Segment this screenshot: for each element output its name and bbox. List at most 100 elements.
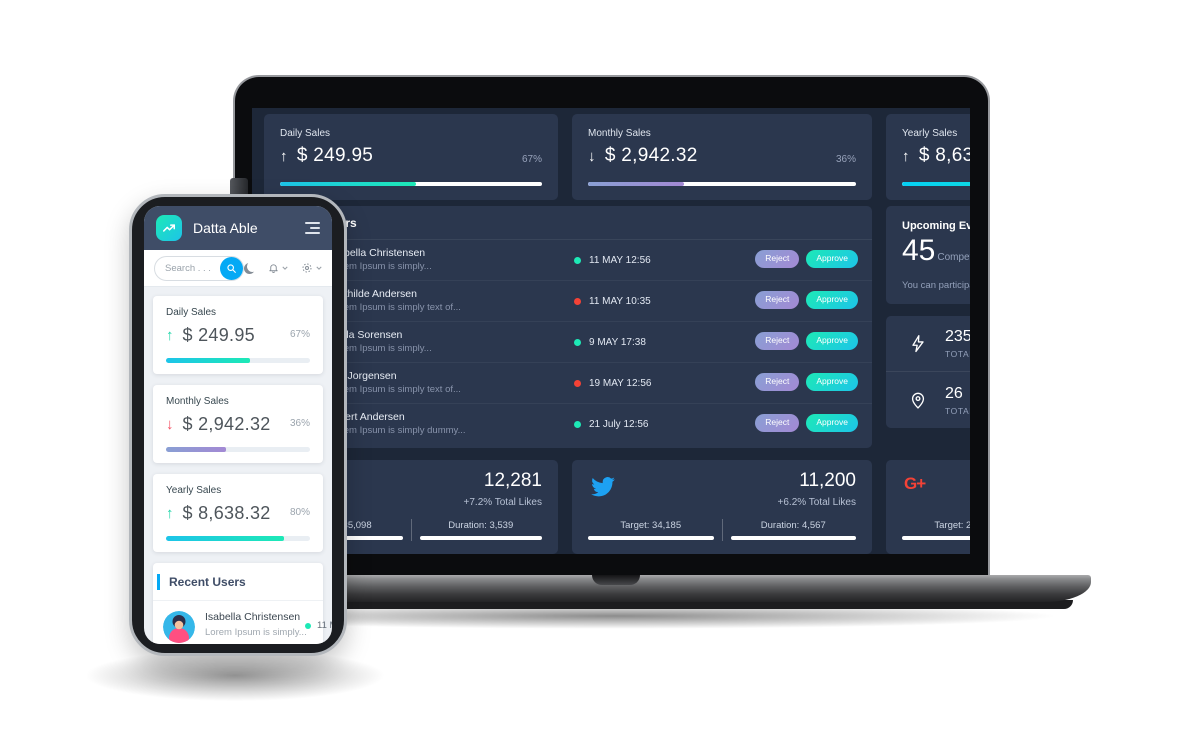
- approve-button[interactable]: Approve: [806, 291, 858, 309]
- divider: [410, 519, 412, 541]
- monthly-sales-card: Monthly Sales $ 2,942.32 36%: [572, 114, 872, 200]
- theme-toggle[interactable]: [244, 263, 255, 274]
- approve-button[interactable]: Approve: [806, 332, 858, 350]
- likes-number: 11,200: [799, 470, 856, 491]
- stats-card: 235 TOTAL IDEAS 26 TOTAL LOCATIONS: [886, 316, 970, 428]
- arrow-down-icon: [166, 416, 174, 433]
- card-value: $ 8,638.32: [918, 145, 970, 166]
- competitor-count: 45: [902, 234, 936, 267]
- card-title: Monthly Sales: [166, 396, 229, 407]
- laptop-base-notch: [592, 575, 640, 585]
- google-plus-card: G+ Target: 25,998: [886, 460, 970, 554]
- app-title: Datta Able: [193, 220, 258, 236]
- row-date: 11 MAY 12:56: [589, 255, 651, 266]
- lightning-icon: [912, 334, 924, 352]
- progress-fill: [166, 536, 285, 541]
- approve-button[interactable]: Approve: [806, 250, 858, 268]
- card-value: $ 249.95: [296, 145, 374, 166]
- reject-button[interactable]: Reject: [755, 250, 800, 268]
- phone-frame: Datta Able: [129, 194, 347, 656]
- card-title: Monthly Sales: [588, 128, 651, 139]
- stat-row-locations: 26 TOTAL LOCATIONS: [886, 372, 970, 428]
- chevron-down-icon: [282, 266, 288, 270]
- duration-progress-bar: [419, 536, 542, 540]
- moon-icon: [244, 263, 255, 274]
- user-name: Isabella Christensen: [330, 247, 426, 259]
- duration-progress-bar: [730, 536, 856, 540]
- magnifier-icon: [227, 263, 236, 273]
- yearly-sales-card: Yearly Sales $ 8,638.32 80%: [886, 114, 970, 200]
- reject-button[interactable]: Reject: [755, 373, 800, 391]
- progress-bar: [166, 536, 310, 541]
- progress-fill: [588, 182, 685, 186]
- target-label: Target: 25,998: [934, 520, 970, 531]
- card-percent: 36%: [289, 418, 310, 429]
- user-desc: Lorem Ipsum is simply text of...: [330, 384, 461, 395]
- row-date: 9 MAY 17:38: [589, 337, 646, 348]
- reject-button[interactable]: Reject: [755, 414, 800, 432]
- chevron-down-icon: [316, 266, 322, 270]
- status-dot: [574, 380, 581, 387]
- notifications-menu[interactable]: [268, 262, 288, 274]
- phone-screen: Datta Able: [144, 206, 332, 644]
- stat-value: 26: [945, 384, 963, 402]
- stat-label: TOTAL IDEAS: [945, 349, 970, 359]
- status-dot: [574, 257, 581, 264]
- progress-fill: [166, 358, 250, 363]
- progress-fill: [902, 182, 970, 186]
- progress-fill: [280, 182, 417, 186]
- status-dot: [305, 622, 311, 629]
- settings-menu[interactable]: [301, 262, 322, 274]
- recent-users-title: Recent Users: [169, 574, 246, 589]
- event-title: Upcoming Event: [902, 220, 970, 232]
- progress-bar: [166, 447, 310, 452]
- row-date: 21 July 12:56: [589, 419, 649, 430]
- twitter-card: 11,200 +6.2% Total Likes Target: 34,185 …: [572, 460, 872, 554]
- stat-row-ideas: 235 TOTAL IDEAS: [886, 316, 970, 372]
- table-row: Albert Andersen Lorem Ipsum is simply du…: [264, 404, 872, 445]
- row-date: 19 MAY 12:56: [589, 378, 652, 389]
- hamburger-menu-icon[interactable]: [305, 222, 320, 234]
- likes-subtext: +6.2% Total Likes: [777, 497, 856, 508]
- user-name: Isabella Christensen: [205, 611, 301, 623]
- stat-label: TOTAL LOCATIONS: [945, 405, 970, 416]
- user-desc: Lorem Ipsum is simply...: [205, 627, 307, 638]
- approve-button[interactable]: Approve: [806, 414, 858, 432]
- card-value: $ 8,638.32: [182, 503, 271, 523]
- approve-button[interactable]: Approve: [806, 373, 858, 391]
- status-dot: [574, 298, 581, 305]
- reject-button[interactable]: Reject: [755, 291, 800, 309]
- user-desc: Lorem Ipsum is simply text of...: [330, 302, 461, 313]
- phone-shadow: [75, 648, 395, 703]
- target-progress-bar: [588, 536, 714, 540]
- card-value: $ 2,942.32: [604, 145, 698, 166]
- user-desc: Lorem Ipsum is simply...: [330, 343, 432, 354]
- progress-bar: [280, 182, 542, 186]
- progress-fill: [166, 447, 227, 452]
- arrow-up-icon: [902, 148, 910, 165]
- user-name: Mathilde Andersen: [330, 288, 417, 300]
- twitter-icon: [590, 474, 616, 500]
- progress-bar: [166, 358, 310, 363]
- arrow-up-icon: [166, 327, 174, 344]
- status-dot: [574, 339, 581, 346]
- event-note: You can participate in event: [902, 280, 970, 291]
- likes-subtext: +7.2% Total Likes: [463, 497, 542, 508]
- user-name: Albert Andersen: [330, 411, 405, 423]
- table-row: Isabella Christensen Lorem Ipsum is simp…: [264, 240, 872, 281]
- daily-sales-card: Daily Sales $ 249.95 67%: [264, 114, 558, 200]
- row-date: 11 MAY 10:35: [589, 296, 651, 307]
- progress-bar: [902, 182, 970, 186]
- phone-content: Daily Sales $ 249.95 67% Monthly Sales $: [144, 287, 332, 644]
- card-percent: 80%: [289, 507, 310, 518]
- target-label: Target: 34,185: [620, 520, 682, 531]
- arrow-up-icon: [166, 505, 174, 522]
- table-row: Karla Sorensen Lorem Ipsum is simply... …: [264, 322, 872, 363]
- reject-button[interactable]: Reject: [755, 332, 800, 350]
- laptop-lid: Daily Sales $ 249.95 67% Monthly Sales $…: [233, 75, 990, 575]
- gear-icon: [302, 263, 312, 273]
- search-button[interactable]: [220, 256, 243, 280]
- recent-users-card: Recent Users Isabella Christensen Lorem …: [264, 206, 872, 448]
- daily-sales-card: Daily Sales $ 249.95 67%: [153, 296, 323, 374]
